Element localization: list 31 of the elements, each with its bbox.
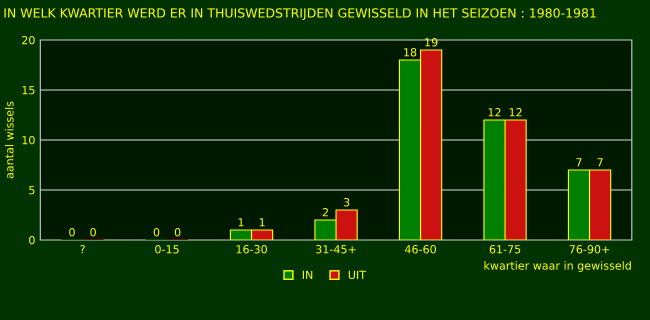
x-axis-title: kwartier waar in gewisseld xyxy=(484,261,631,272)
data-label: 18 xyxy=(404,48,416,56)
data-label: 7 xyxy=(576,158,582,166)
data-label: 0 xyxy=(90,228,96,236)
data-label: 3 xyxy=(344,198,350,206)
legend-label: UIT xyxy=(348,270,366,280)
y-tick-label: 10 xyxy=(22,136,35,144)
y-tick-label: 0 xyxy=(29,236,35,244)
y-tick-label: 15 xyxy=(22,86,34,94)
data-label: 7 xyxy=(597,158,603,166)
y-axis-title: aantal wissels xyxy=(4,102,14,178)
y-tick-label: 5 xyxy=(29,186,34,194)
data-label: 12 xyxy=(510,108,522,116)
x-tick-label: 16-30 xyxy=(236,245,267,254)
data-label: 19 xyxy=(425,38,438,46)
legend-label: IN xyxy=(302,270,312,279)
data-label: 0 xyxy=(69,228,75,236)
data-label: 1 xyxy=(238,218,244,226)
data-label: 12 xyxy=(488,108,500,116)
x-tick-label: 46-60 xyxy=(404,245,436,254)
x-tick-label: 76-90+ xyxy=(570,245,610,254)
x-tick-label: 61-75 xyxy=(490,245,520,254)
data-label: 0 xyxy=(154,228,160,236)
x-tick-label: 0-15 xyxy=(155,245,179,254)
x-tick-label: ? xyxy=(80,245,85,254)
x-tick-label: 31-45+ xyxy=(316,245,356,254)
data-label: 2 xyxy=(322,208,328,216)
data-label: 1 xyxy=(260,218,265,226)
data-label: 0 xyxy=(174,228,180,236)
chart-title: IN WELK KWARTIER WERD ER IN THUISWEDSTRIJDEN GEWISSELD IN HET SEIZOEN : 1980-1981 xyxy=(4,8,596,20)
y-tick-label: 20 xyxy=(22,36,35,44)
